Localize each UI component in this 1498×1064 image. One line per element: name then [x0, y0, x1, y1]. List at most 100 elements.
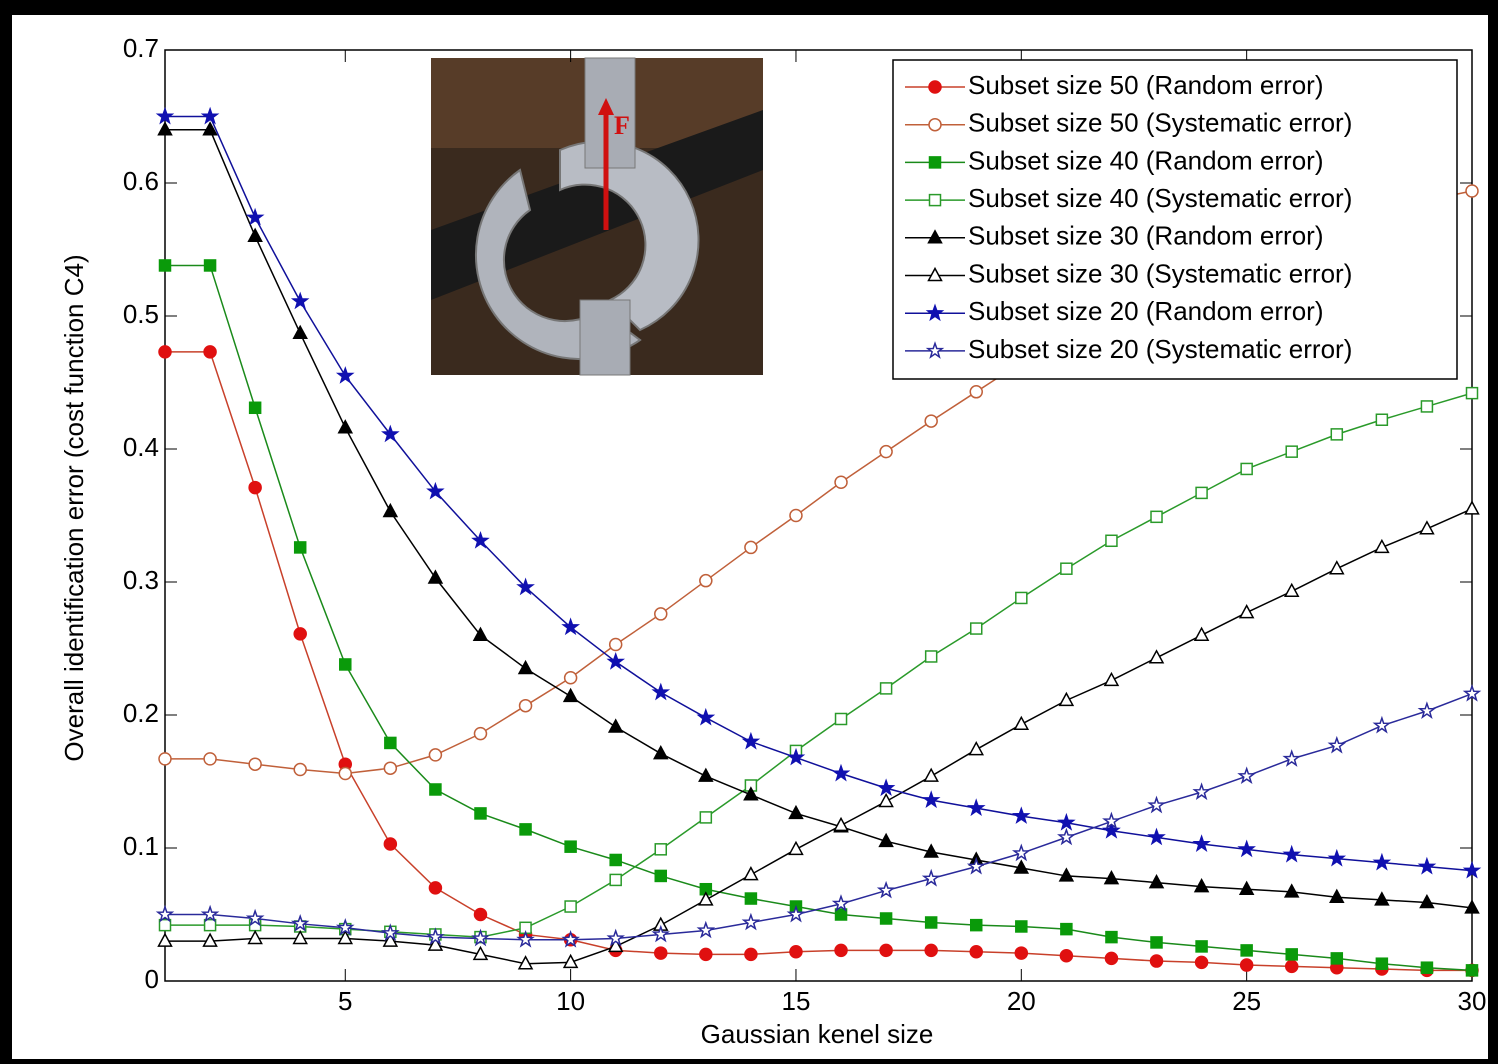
- marker: [1420, 961, 1434, 974]
- marker: [561, 617, 581, 636]
- marker: [654, 843, 668, 856]
- marker: [248, 480, 262, 495]
- legend-marker: [928, 80, 942, 94]
- marker: [1465, 184, 1479, 198]
- x-tick-label: 5: [338, 986, 352, 1016]
- marker: [1240, 944, 1253, 957]
- marker: [1057, 812, 1076, 831]
- legend-label: Subset size 50 (Systematic error): [968, 108, 1352, 138]
- marker: [472, 626, 489, 641]
- marker: [290, 914, 310, 932]
- legend-marker: [928, 193, 942, 207]
- marker: [1375, 957, 1389, 970]
- legend-box: [892, 59, 1458, 380]
- marker: [606, 928, 625, 947]
- legend-label: Subset size 30 (Random error): [968, 221, 1323, 251]
- marker: [338, 766, 353, 781]
- marker: [1195, 940, 1208, 953]
- marker: [1105, 930, 1118, 944]
- marker: [789, 944, 803, 959]
- marker: [1014, 946, 1029, 960]
- marker: [696, 707, 716, 726]
- marker: [428, 748, 443, 762]
- marker: [1058, 691, 1075, 707]
- marker: [699, 947, 713, 962]
- marker: [744, 947, 758, 962]
- marker: [473, 907, 488, 922]
- marker: [1283, 883, 1300, 898]
- legend-label: Subset size 40 (Systematic error): [968, 183, 1352, 213]
- legend-label: Subset size 20 (Systematic error): [968, 334, 1352, 364]
- marker: [200, 904, 220, 923]
- marker: [518, 698, 533, 713]
- marker: [1238, 880, 1255, 895]
- marker: [158, 918, 172, 932]
- marker: [1462, 860, 1482, 879]
- marker: [1284, 959, 1299, 974]
- marker: [969, 918, 983, 932]
- y-tick-label: 0.7: [123, 33, 159, 63]
- marker: [921, 790, 941, 809]
- marker: [1147, 795, 1166, 814]
- marker: [834, 475, 848, 489]
- marker: [1374, 538, 1390, 554]
- marker: [517, 659, 534, 675]
- legend-marker: [928, 156, 942, 169]
- marker: [1193, 877, 1210, 893]
- marker: [517, 955, 534, 970]
- marker: [203, 345, 217, 359]
- marker: [562, 687, 579, 703]
- marker: [1329, 560, 1345, 575]
- marker: [1282, 749, 1302, 767]
- marker: [516, 577, 535, 596]
- marker: [519, 823, 532, 836]
- marker: [879, 912, 893, 925]
- marker: [1464, 500, 1480, 515]
- marker: [1057, 827, 1076, 846]
- marker: [1013, 859, 1030, 874]
- marker: [788, 804, 804, 820]
- marker: [1147, 827, 1166, 846]
- marker: [1327, 735, 1347, 754]
- marker: [293, 762, 307, 777]
- marker: [1105, 534, 1118, 548]
- marker: [744, 892, 758, 905]
- marker: [788, 840, 804, 856]
- marker: [654, 946, 668, 960]
- legend-marker: [927, 229, 943, 244]
- marker: [699, 811, 713, 824]
- marker: [744, 540, 758, 555]
- marker: [1104, 951, 1119, 966]
- marker: [473, 726, 488, 741]
- marker: [924, 650, 938, 663]
- marker: [564, 840, 577, 853]
- marker: [743, 786, 759, 801]
- series-line: [165, 129, 1473, 909]
- legend-marker: [925, 341, 945, 359]
- marker: [1419, 893, 1435, 909]
- marker: [696, 920, 716, 939]
- marker: [966, 798, 986, 817]
- marker: [968, 741, 985, 756]
- marker: [741, 731, 761, 750]
- marker: [337, 929, 354, 945]
- marker: [607, 718, 624, 733]
- marker: [561, 930, 580, 948]
- marker: [203, 918, 217, 932]
- marker: [245, 908, 265, 927]
- marker: [158, 752, 172, 766]
- marker: [654, 869, 668, 883]
- marker: [155, 904, 175, 923]
- marker: [1417, 856, 1437, 875]
- marker: [427, 569, 444, 584]
- marker: [1011, 843, 1031, 862]
- marker: [471, 531, 490, 549]
- legend-label: Subset size 50 (Random error): [968, 70, 1323, 100]
- marker: [383, 761, 398, 775]
- marker: [1327, 848, 1347, 867]
- y-tick-label: 0: [145, 964, 159, 994]
- marker: [1015, 591, 1028, 605]
- legend-label: Subset size 40 (Random error): [968, 145, 1323, 175]
- y-tick-label: 0.1: [123, 831, 159, 861]
